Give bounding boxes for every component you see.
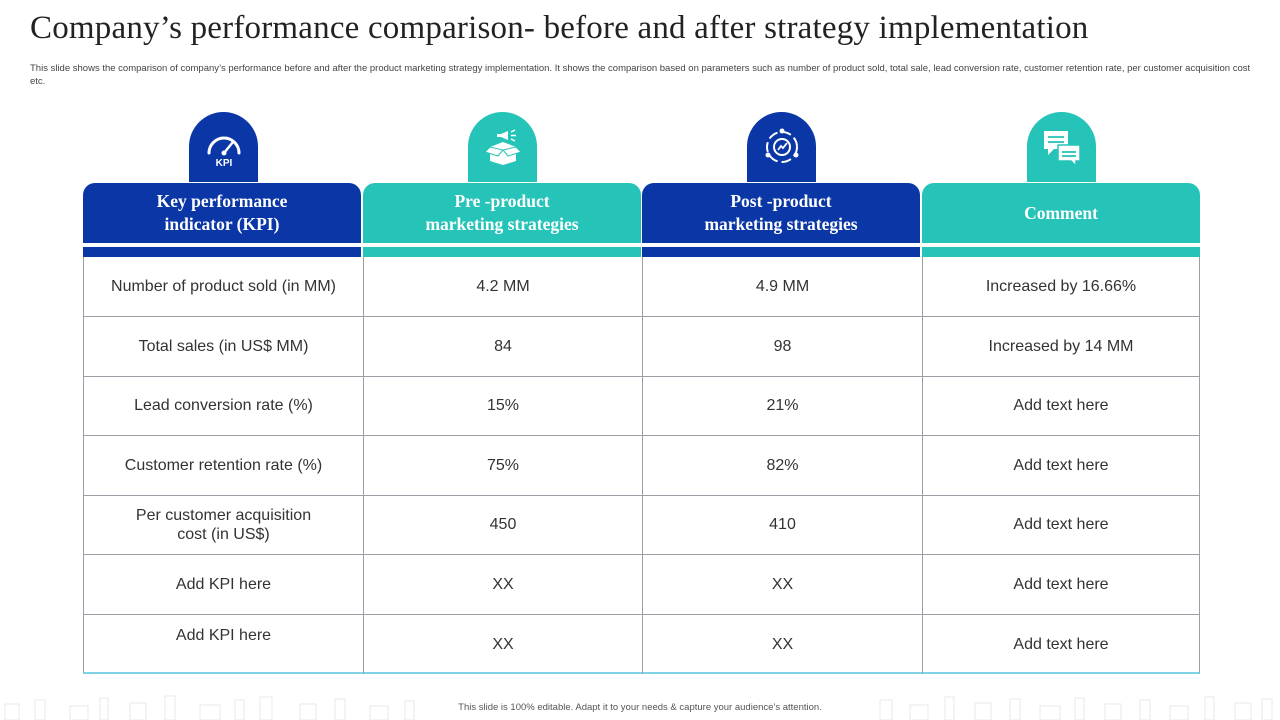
post-value-cell: 21%: [642, 376, 922, 435]
pre-value-cell: 4.2 MM: [363, 257, 642, 316]
kpi-cell: Customer retention rate (%): [124, 457, 323, 474]
post-value-cell: 4.9 MM: [642, 257, 922, 316]
kpi-cell: Lead conversion rate (%): [134, 397, 313, 414]
header-strip-kpi: [83, 247, 361, 257]
header-strip-pre: [363, 247, 641, 257]
header-strip-comment: [922, 247, 1200, 257]
slide-subtitle: This slide shows the comparison of compa…: [30, 63, 1251, 87]
table-row: Number of product sold (in MM) 4.2 MM 4.…: [84, 257, 1199, 317]
table-row: Customer retention rate (%) 75% 82% Add …: [84, 436, 1199, 496]
comment-cell: Add text here: [922, 376, 1199, 435]
kpi-icon-label: KPI: [215, 158, 232, 169]
chat-bubbles-icon: [1027, 112, 1096, 182]
table-row: Add KPI here XX XX Add text here: [84, 614, 1199, 674]
table-row: Lead conversion rate (%) 15% 21% Add tex…: [84, 376, 1199, 436]
kpi-gauge-icon: KPI: [189, 112, 258, 182]
comment-cell: Add text here: [922, 614, 1199, 674]
header-kpi: Key performance indicator (KPI): [83, 183, 361, 243]
comparison-table: Number of product sold (in MM) 4.2 MM 4.…: [83, 257, 1200, 674]
pre-value-cell: XX: [363, 614, 642, 674]
kpi-cell: Number of product sold (in MM): [111, 278, 336, 295]
post-value-cell: 410: [642, 495, 922, 554]
post-value-cell: XX: [642, 614, 922, 674]
header-post-product: Post -product marketing strategies: [642, 183, 920, 243]
product-box-megaphone-icon: [468, 112, 537, 182]
comment-cell: Increased by 16.66%: [922, 257, 1199, 316]
comment-cell: Add text here: [922, 555, 1199, 614]
kpi-cell: Total sales (in US$ MM): [138, 338, 309, 355]
strategy-cycle-icon: [747, 112, 816, 182]
skyline-decoration: [4, 695, 1273, 720]
pre-value-cell: 15%: [363, 376, 642, 435]
slide-title: Company’s performance comparison- before…: [30, 10, 1089, 46]
post-value-cell: 82%: [642, 436, 922, 495]
pre-value-cell: XX: [363, 555, 642, 614]
comment-cell: Add text here: [922, 495, 1199, 554]
table-row: Total sales (in US$ MM) 84 98 Increased …: [84, 317, 1199, 377]
header-pre-product: Pre -product marketing strategies: [363, 183, 641, 243]
header-comment: Comment: [922, 183, 1200, 243]
pre-value-cell: 75%: [363, 436, 642, 495]
pre-value-cell: 84: [363, 317, 642, 376]
table-row: Add KPI here XX XX Add text here: [84, 555, 1199, 615]
pre-value-cell: 450: [363, 495, 642, 554]
comment-cell: Increased by 14 MM: [922, 317, 1199, 376]
kpi-cell: Per customer acquisition cost (in US$): [135, 506, 312, 543]
table-row: Per customer acquisition cost (in US$) 4…: [84, 495, 1199, 555]
slide-footer: This slide is 100% editable. Adapt it to…: [458, 702, 822, 713]
header-strip-post: [642, 247, 920, 257]
post-value-cell: 98: [642, 317, 922, 376]
kpi-cell: Add KPI here: [175, 627, 272, 644]
post-value-cell: XX: [642, 555, 922, 614]
kpi-cell: Add KPI here: [175, 576, 272, 593]
comment-cell: Add text here: [922, 436, 1199, 495]
